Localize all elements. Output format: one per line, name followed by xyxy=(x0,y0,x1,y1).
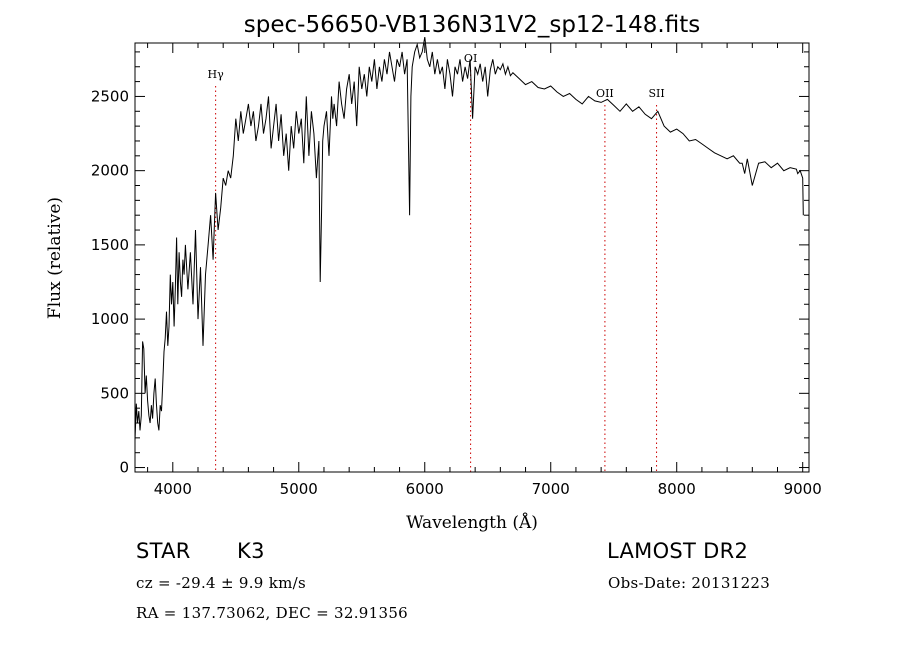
cz-value-label: cz = -29.4 ± 9.9 km/s xyxy=(136,574,306,592)
annotation-label: OII xyxy=(596,87,614,100)
spectrum-series-line xyxy=(134,37,804,441)
x-tick-label: 9000 xyxy=(784,480,822,498)
object-type-label: STAR xyxy=(136,539,191,563)
survey-label: LAMOST DR2 xyxy=(607,539,749,563)
annotation-label: SII xyxy=(648,87,664,100)
plot-frame xyxy=(134,42,810,473)
coordinates-label: RA = 137.73062, DEC = 32.91356 xyxy=(136,604,409,622)
chart-title: spec-56650-VB136N31V2_sp12-148.fits xyxy=(244,12,700,38)
y-tick-label: 2000 xyxy=(91,162,129,180)
x-tick-label: 5000 xyxy=(280,480,318,498)
annotation-label: Hγ xyxy=(208,68,225,81)
x-tick-label: 8000 xyxy=(658,480,696,498)
y-axis-label: Flux (relative) xyxy=(45,197,65,319)
axis-ticks: 4000 5000 6000 7000 8000 9000 0 500 1000 1500 2000… xyxy=(91,43,822,498)
x-tick-label: 7000 xyxy=(532,480,570,498)
x-tick-label: 4000 xyxy=(154,480,192,498)
y-tick-label: 0 xyxy=(119,459,129,477)
y-tick-label: 500 xyxy=(100,384,129,402)
x-tick-label: 6000 xyxy=(406,480,444,498)
x-axis-label: Wavelength (Å) xyxy=(406,512,538,533)
y-tick-label: 2500 xyxy=(91,87,129,105)
line-annotations: Hγ OI OII SII xyxy=(208,52,665,472)
annotation-label: OI xyxy=(464,52,477,65)
obs-date-label: Obs-Date: 20131223 xyxy=(608,574,771,592)
y-tick-label: 1000 xyxy=(91,310,129,328)
spectral-subclass-label: K3 xyxy=(237,539,265,563)
y-tick-label: 1500 xyxy=(91,236,129,254)
